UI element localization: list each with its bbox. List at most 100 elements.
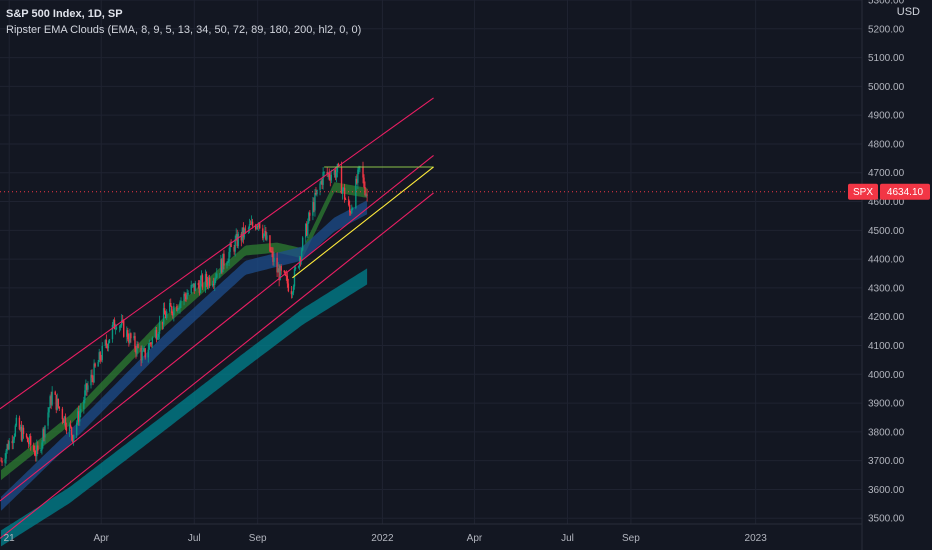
- candle-body: [347, 199, 350, 205]
- candle-body: [286, 275, 289, 284]
- candle-body: [101, 345, 103, 360]
- candle-body: [319, 183, 321, 190]
- candle-body: [119, 325, 122, 327]
- x-tick-label: 21: [4, 533, 16, 544]
- candle-body: [28, 436, 31, 445]
- candle-body: [186, 294, 188, 300]
- candle-body: [40, 450, 42, 451]
- candle-body: [69, 424, 72, 427]
- y-tick-label: 4300.00: [868, 283, 905, 294]
- candle-body: [149, 342, 152, 344]
- candle-body: [142, 350, 144, 352]
- candle-body: [91, 374, 93, 378]
- chart-legend: S&P 500 Index, 1D, SP Ripster EMA Clouds…: [6, 6, 361, 38]
- price-tag-box: [880, 183, 930, 200]
- candle-body: [1, 460, 3, 463]
- y-axis[interactable]: 5300.00 5200.00 5100.00 5000.00 4900.00 4800.…: [868, 0, 905, 525]
- candle-body: [305, 223, 307, 238]
- candle-body: [171, 306, 173, 314]
- candle-body: [51, 391, 53, 405]
- candle-body: [280, 265, 282, 271]
- candle-body: [111, 324, 114, 340]
- candle-body: [334, 170, 337, 178]
- candle-body: [237, 233, 239, 247]
- candle-body: [18, 417, 21, 430]
- candle-body: [78, 411, 80, 422]
- candle-body: [133, 336, 135, 339]
- y-tick-label: 3900.00: [868, 399, 905, 410]
- candle-body: [276, 257, 278, 273]
- candle-body: [362, 166, 364, 178]
- candle-body: [197, 282, 200, 286]
- channel-upper-line: [0, 97, 434, 410]
- candle-body: [80, 409, 82, 412]
- candle-body: [62, 419, 65, 423]
- currency-label[interactable]: USD: [892, 5, 924, 19]
- candle-body: [173, 306, 175, 316]
- candle-body: [72, 434, 75, 442]
- candle-body: [99, 352, 101, 360]
- candle-body: [71, 435, 74, 442]
- candle-body: [355, 178, 357, 209]
- y-tick-label: 4500.00: [868, 226, 905, 237]
- candle-body: [50, 396, 52, 405]
- candle-body: [233, 247, 235, 252]
- candle-body: [7, 444, 9, 450]
- candle-body: [118, 326, 121, 328]
- candle-body: [94, 363, 96, 367]
- candle-body: [364, 187, 366, 196]
- candle-body: [136, 344, 138, 354]
- candle-body: [330, 174, 333, 181]
- candle-body: [323, 172, 325, 173]
- candle-body: [65, 427, 68, 432]
- candle-body: [161, 321, 164, 325]
- x-axis[interactable]: 21 Apr Jul Sep 2022 Apr Jul Sep 2023: [4, 533, 768, 544]
- y-tick-label: 3600.00: [868, 485, 905, 496]
- y-tick-label: 4700.00: [868, 168, 905, 179]
- candle-body: [352, 208, 354, 209]
- candle-body: [49, 396, 51, 408]
- candle-body: [270, 251, 272, 253]
- x-tick-label: Jul: [188, 533, 201, 544]
- candle-body: [154, 330, 157, 338]
- candle-body: [33, 445, 35, 451]
- candle-body: [11, 441, 13, 444]
- candle-body: [192, 283, 194, 285]
- candle-body: [278, 268, 280, 281]
- candle-body: [79, 411, 81, 422]
- candle-body: [351, 208, 353, 214]
- indicator-label[interactable]: Ripster EMA Clouds (EMA, 8, 9, 5, 13, 34…: [6, 24, 362, 36]
- candle-body: [61, 408, 64, 420]
- candle-body: [312, 202, 314, 216]
- triangle-bottom-line: [292, 166, 434, 279]
- candle-body: [344, 199, 347, 201]
- candle-body: [75, 422, 78, 435]
- candle-body: [199, 280, 202, 293]
- symbol-tag: [848, 183, 878, 200]
- candle-body: [104, 340, 107, 346]
- price-tag-label: 4634.10: [887, 187, 924, 198]
- candle-body: [254, 226, 257, 229]
- candle-body: [291, 292, 294, 295]
- candle-body: [165, 311, 168, 319]
- y-tick-label: 5000.00: [868, 82, 905, 93]
- candle-body: [151, 337, 154, 345]
- candle-body: [34, 450, 36, 456]
- y-tick-label: 3800.00: [868, 427, 905, 438]
- candle-body: [92, 377, 94, 383]
- candle-body: [21, 427, 24, 441]
- x-tick-label: 2023: [745, 533, 768, 544]
- candle-body: [93, 363, 95, 383]
- candle-body: [178, 308, 180, 310]
- candle-body: [4, 458, 6, 463]
- candle-body: [299, 257, 302, 261]
- candle-body: [184, 293, 186, 297]
- trend-lines[interactable]: [0, 97, 434, 539]
- candle-body: [37, 445, 39, 451]
- candle-body: [328, 172, 330, 178]
- x-tick-label: Apr: [467, 533, 483, 544]
- symbol-title[interactable]: S&P 500 Index, 1D, SP: [6, 8, 123, 20]
- candle-body: [126, 330, 128, 337]
- candle-body: [120, 320, 123, 326]
